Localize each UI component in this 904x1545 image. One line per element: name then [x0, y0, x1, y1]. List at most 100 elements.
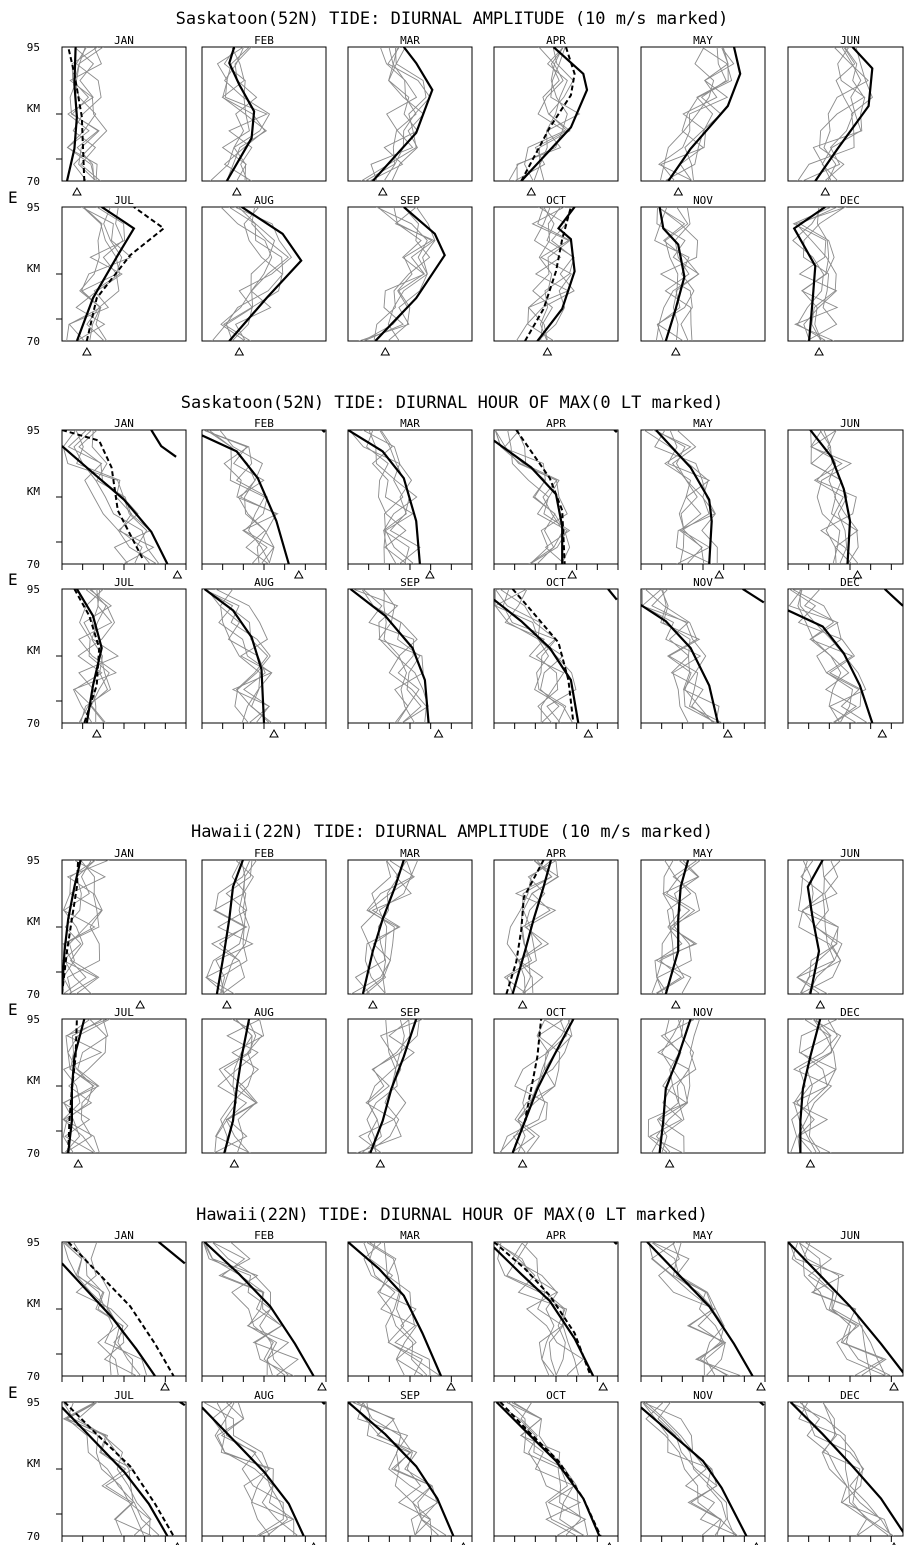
yearly-trace: [660, 47, 729, 181]
dashed-line: [73, 589, 101, 723]
mean-line: [664, 860, 690, 994]
month-label: JAN: [114, 417, 134, 430]
mean-line: [225, 47, 256, 181]
yearly-traces: [348, 1242, 443, 1376]
yearly-trace: [79, 589, 110, 723]
yearly-trace: [660, 589, 720, 723]
mean-line: [215, 860, 244, 994]
dashed-line: [494, 1242, 592, 1376]
mean-line: [607, 589, 618, 601]
yearly-trace: [203, 430, 275, 564]
y-tick-label: 95: [27, 854, 40, 867]
yearly-trace: [531, 207, 573, 341]
month-label: AUG: [254, 576, 274, 589]
yearly-trace: [521, 860, 559, 994]
mean-line: [371, 47, 434, 181]
yearly-trace: [498, 1019, 572, 1153]
yearly-trace: [822, 1402, 868, 1536]
dashed-line: [62, 860, 80, 994]
chart-title: Hawaii(22N) TIDE: DIURNAL AMPLITUDE (10 …: [191, 822, 713, 842]
yearly-trace: [75, 1242, 133, 1376]
yearly-trace: [66, 47, 104, 181]
yearly-trace: [371, 430, 415, 564]
triangle-marker: [583, 728, 594, 738]
yearly-trace: [62, 860, 106, 994]
yearly-trace: [504, 430, 568, 564]
yearly-trace: [511, 1242, 584, 1376]
yearly-traces: [789, 1402, 903, 1536]
yearly-trace: [202, 1242, 278, 1376]
yearly-trace: [350, 589, 422, 723]
yearly-traces: [350, 860, 419, 994]
dashed-line: [67, 47, 86, 181]
month-label: MAR: [400, 1229, 420, 1242]
triangle-marker: [723, 728, 733, 738]
month-label: APR: [546, 417, 566, 430]
month-label: AUG: [254, 1006, 274, 1019]
yearly-trace: [798, 860, 842, 994]
panel-frame: [787, 1241, 904, 1377]
yearly-trace: [363, 1242, 418, 1376]
yearly-trace: [225, 1402, 288, 1536]
panel-frame: [493, 1018, 619, 1154]
yearly-trace: [821, 47, 862, 181]
panel-frame: [640, 859, 766, 995]
month-label: JUL: [114, 576, 134, 589]
yearly-trace: [659, 47, 715, 181]
yearly-traces: [66, 207, 166, 341]
yearly-trace: [506, 860, 552, 994]
yearly-trace: [225, 47, 268, 181]
yearly-trace: [654, 207, 695, 341]
panel-frame: [201, 1018, 327, 1154]
yearly-trace: [220, 1019, 263, 1153]
triangle-marker: [820, 186, 831, 196]
mean-line: [62, 860, 82, 994]
yearly-trace: [827, 430, 859, 564]
yearly-trace: [352, 589, 429, 723]
yearly-traces: [202, 1242, 315, 1376]
yearly-traces: [62, 430, 177, 564]
yearly-trace: [351, 1402, 440, 1536]
yearly-trace: [507, 430, 571, 564]
yearly-trace: [64, 1242, 142, 1376]
triangle-marker: [293, 569, 304, 579]
dashed-line: [67, 1242, 175, 1376]
chart-title: Saskatoon(52N) TIDE: DIURNAL AMPLITUDE (…: [176, 9, 729, 29]
triangle-marker: [877, 728, 888, 738]
yearly-trace: [803, 1019, 833, 1153]
yearly-trace: [358, 207, 428, 341]
mean-line: [202, 1406, 305, 1536]
month-label: JAN: [114, 1229, 134, 1242]
yearly-trace: [62, 1242, 138, 1376]
yearly-trace: [368, 430, 418, 564]
month-label: MAY: [693, 417, 713, 430]
month-label: NOV: [693, 1006, 713, 1019]
triangle-marker: [670, 999, 681, 1009]
yearly-traces: [356, 1019, 424, 1153]
panel-frame: [640, 1018, 766, 1154]
yearly-trace: [821, 1402, 892, 1536]
triangle-marker: [229, 1158, 240, 1168]
y-tick-label: 95: [27, 1013, 40, 1026]
month-label: JUL: [114, 194, 134, 207]
yearly-trace: [202, 1242, 290, 1376]
mean-line: [62, 445, 169, 564]
triangle-marker: [433, 728, 444, 738]
triangle-marker: [526, 186, 537, 196]
yearly-trace: [370, 47, 418, 181]
yearly-trace: [788, 1242, 887, 1376]
yearly-trace: [651, 1019, 694, 1153]
triangle-marker: [135, 999, 146, 1009]
triangle-marker: [234, 346, 245, 356]
yearly-traces: [643, 430, 718, 564]
panel-frame: [787, 859, 904, 995]
yearly-traces: [788, 1242, 903, 1376]
mean-line: [742, 589, 765, 604]
month-label: JUN: [840, 34, 860, 47]
mean-line: [809, 430, 852, 564]
yearly-trace: [658, 1242, 730, 1376]
yearly-trace: [62, 1242, 119, 1376]
month-label: FEB: [254, 417, 274, 430]
panel-frame: [493, 1401, 619, 1537]
yearly-trace: [214, 1402, 295, 1536]
